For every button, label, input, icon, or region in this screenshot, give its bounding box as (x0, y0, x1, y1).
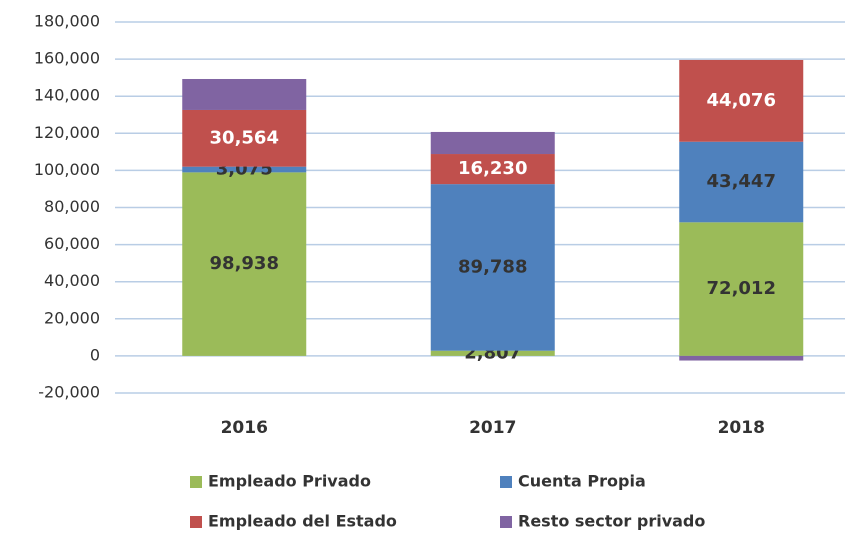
y-tick-label: -20,000 (38, 383, 100, 402)
y-tick-label: 40,000 (44, 271, 100, 290)
legend-swatch (190, 476, 202, 488)
bar-segment (182, 166, 307, 173)
legend-label: Resto sector privado (518, 512, 705, 531)
y-tick-label: 80,000 (44, 197, 100, 216)
data-label: 16,230 (458, 158, 527, 179)
data-label: 89,788 (458, 256, 527, 277)
legend-label: Empleado del Estado (208, 512, 397, 531)
legend-swatch (500, 516, 512, 528)
legend-swatch (190, 516, 202, 528)
data-label: 30,564 (210, 127, 279, 148)
bar-segment (430, 131, 555, 155)
y-tick-label: 20,000 (44, 308, 100, 327)
data-label: 72,012 (707, 278, 776, 299)
data-label: 43,447 (707, 171, 776, 192)
y-tick-label: 180,000 (34, 12, 100, 31)
y-tick-label: 160,000 (34, 49, 100, 68)
x-tick-label: 2016 (221, 418, 268, 438)
legend-label: Cuenta Propia (518, 472, 646, 491)
bar-segment (182, 78, 307, 110)
y-tick-label: 100,000 (34, 160, 100, 179)
data-label: 98,938 (210, 253, 279, 274)
x-tick-label: 2018 (718, 418, 765, 438)
bar-segment (430, 184, 555, 351)
legend-label: Empleado Privado (208, 472, 371, 491)
bar-segment (679, 59, 804, 142)
x-tick-label: 2017 (469, 418, 516, 438)
bar-segment (182, 172, 307, 356)
legend-swatch (500, 476, 512, 488)
bar-segment (182, 109, 307, 167)
bar-segment (679, 355, 804, 361)
y-tick-label: 0 (90, 345, 100, 364)
bar-segment (430, 154, 555, 185)
bar-segment (430, 350, 555, 356)
data-label: 44,076 (707, 90, 776, 111)
bar-segment (679, 141, 804, 223)
y-tick-label: 60,000 (44, 234, 100, 253)
y-tick-label: 140,000 (34, 86, 100, 105)
y-tick-label: 120,000 (34, 123, 100, 142)
bar-segment (679, 222, 804, 356)
